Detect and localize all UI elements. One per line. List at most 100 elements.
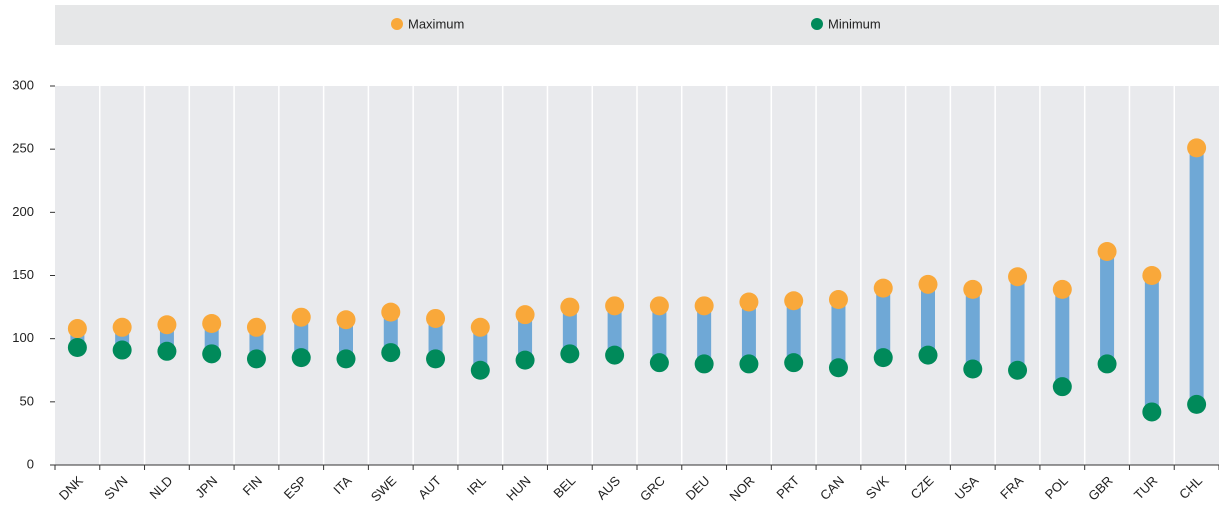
range-bar — [473, 327, 488, 371]
dot — [515, 350, 535, 370]
range-bar — [831, 299, 846, 368]
x-tick-label: JPN — [192, 473, 220, 501]
x-tick-label: AUT — [415, 473, 444, 502]
x-tick-label: SVK — [863, 473, 892, 502]
dot — [1052, 377, 1072, 397]
x-tick-label: NLD — [146, 473, 175, 502]
dot — [1052, 279, 1072, 299]
dot — [112, 317, 132, 337]
dot — [67, 338, 87, 358]
range-bar — [518, 314, 533, 361]
y-tick-label: 250 — [12, 141, 34, 156]
dot — [873, 278, 893, 298]
dot — [873, 348, 893, 368]
dot — [291, 348, 311, 368]
x-tick-label: NOR — [726, 473, 757, 504]
dot — [112, 340, 132, 360]
range-bar — [786, 300, 801, 363]
range-bar — [921, 284, 935, 356]
legend-marker — [811, 18, 823, 30]
legend-marker — [391, 18, 403, 30]
dot — [784, 353, 804, 373]
dot — [246, 349, 266, 369]
dot — [470, 360, 490, 380]
x-tick-label: TUR — [1131, 473, 1160, 502]
x-tick-label: HUN — [503, 473, 534, 504]
dot — [1187, 394, 1207, 414]
dot — [67, 319, 87, 339]
x-tick-label: CZE — [908, 473, 937, 502]
x-tick-label: GRC — [637, 473, 668, 504]
legend-band — [55, 5, 1219, 45]
dot — [426, 308, 446, 328]
dot — [784, 291, 804, 311]
range-bar — [294, 317, 309, 358]
range-bar — [1189, 147, 1204, 405]
dot — [1097, 241, 1117, 261]
x-tick-label: CAN — [817, 473, 847, 503]
x-tick-label: FIN — [240, 473, 265, 498]
dot — [1008, 267, 1028, 287]
dot — [426, 349, 446, 369]
range-bar — [876, 288, 891, 358]
dot — [649, 296, 669, 316]
range-bar — [1144, 275, 1159, 412]
range-bar — [1010, 276, 1025, 371]
dot — [246, 317, 266, 337]
dot — [560, 297, 580, 317]
range-bar — [562, 307, 577, 354]
x-tick-label: ITA — [330, 473, 354, 497]
range-bar — [1100, 251, 1115, 364]
range-bar — [383, 312, 398, 353]
dot — [1187, 138, 1207, 158]
range-bar — [741, 302, 756, 364]
y-tick-label: 50 — [20, 393, 34, 408]
x-tick-label: GBR — [1085, 473, 1116, 504]
dot — [739, 354, 759, 374]
x-tick-label: IRL — [464, 473, 489, 498]
range-bar — [339, 319, 353, 359]
dot — [963, 279, 983, 299]
range-bar — [652, 305, 667, 363]
dot — [515, 305, 535, 325]
y-tick-label: 200 — [12, 204, 34, 219]
dot — [918, 274, 938, 294]
range-bar — [697, 305, 712, 364]
dot — [560, 344, 580, 364]
dot — [828, 290, 848, 310]
dot — [336, 310, 356, 330]
y-tick-label: 150 — [12, 267, 34, 282]
range-bar — [607, 305, 622, 356]
x-tick-label: AUS — [594, 473, 624, 503]
range-bar — [1055, 289, 1070, 387]
x-tick-label: POL — [1042, 473, 1071, 502]
y-tick-label: 0 — [27, 456, 34, 471]
dot — [918, 345, 938, 365]
dot — [157, 341, 177, 361]
y-tick-label: 100 — [12, 330, 34, 345]
x-tick-label: DEU — [683, 473, 713, 503]
x-tick-label: CHL — [1176, 473, 1205, 502]
dot — [1097, 354, 1117, 374]
dot — [470, 317, 490, 337]
dot — [963, 359, 983, 379]
dot — [1142, 402, 1162, 422]
x-tick-label: ESP — [281, 473, 310, 502]
y-tick-label: 300 — [12, 77, 34, 92]
x-tick-label: DNK — [56, 473, 86, 503]
dot — [828, 358, 848, 378]
dot — [202, 314, 222, 334]
x-tick-label: SWE — [368, 473, 400, 505]
dot — [291, 307, 311, 327]
dot — [381, 302, 401, 322]
dot — [336, 349, 356, 369]
x-tick-label: SVN — [101, 473, 131, 503]
dot — [202, 344, 222, 364]
x-tick-label: FRA — [997, 473, 1026, 502]
x-tick-label: USA — [952, 473, 982, 503]
range-bar — [428, 318, 443, 359]
dot — [605, 296, 625, 316]
dot — [694, 296, 714, 316]
dot — [157, 315, 177, 335]
